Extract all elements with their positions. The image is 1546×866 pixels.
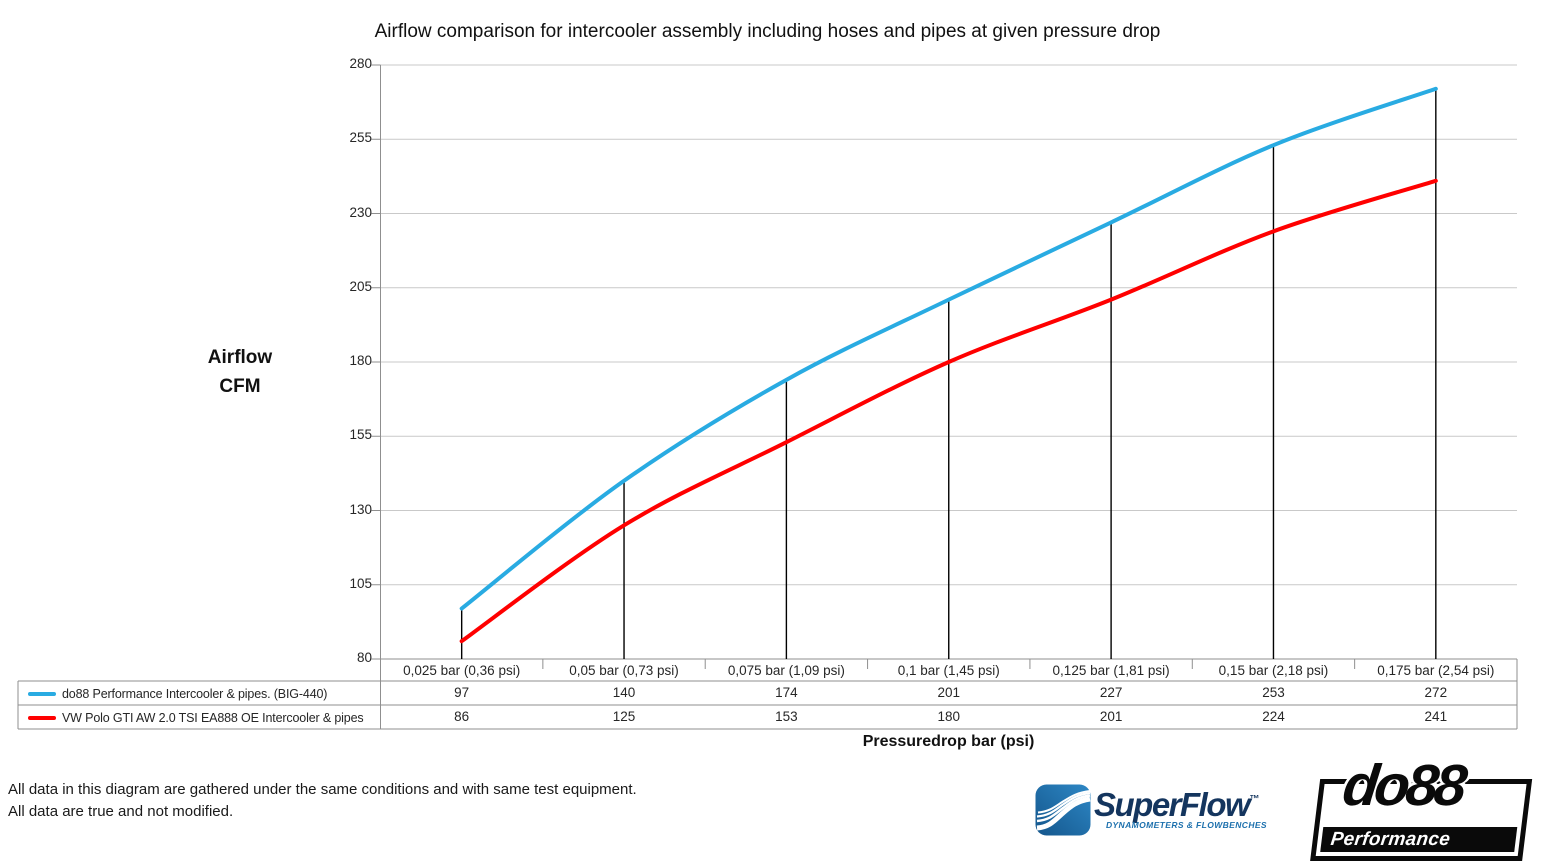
table-value-cell: 140	[612, 685, 636, 700]
table-value-cell: 125	[612, 709, 636, 724]
x-axis-title: Pressuredrop bar (psi)	[862, 733, 1035, 750]
series-line	[459, 86, 1438, 611]
y-tick-label: 255	[349, 130, 372, 146]
table-value-cell: 153	[775, 709, 798, 724]
category-label: 0,05 bar (0,73 psi)	[569, 663, 679, 678]
y-tick-label: 155	[349, 427, 372, 443]
table-value-cell: 272	[1424, 685, 1448, 700]
y-tick-label: 80	[356, 650, 372, 665]
superflow-logo: SuperFlow™ DYNAMOMETERS & FLOWBENCHES	[1035, 781, 1267, 839]
y-axis-title: Airflow CFM	[160, 343, 320, 401]
do88-logo: Performance do88	[1310, 753, 1535, 861]
table-value-cell: 227	[1099, 685, 1123, 700]
chart-title: Airflow comparison for intercooler assem…	[374, 21, 1161, 42]
superflow-wordmark: SuperFlow™ DYNAMOMETERS & FLOWBENCHES	[1094, 783, 1267, 831]
category-label: 0,075 bar (1,09 psi)	[727, 663, 845, 678]
legend-line-swatch	[28, 691, 56, 696]
footer-line2: All data are true and not modified.	[8, 803, 234, 820]
y-tick-label: 230	[349, 204, 372, 220]
superflow-name: SuperFlow™	[1094, 786, 1260, 823]
table-value-cell: 86	[454, 709, 470, 724]
legend-label: VW Polo GTI AW 2.0 TSI EA888 OE Intercoo…	[62, 710, 364, 725]
category-label: 0,175 bar (2,54 psi)	[1377, 663, 1495, 678]
y-tick-label: 280	[349, 56, 372, 71]
legend-item: VW Polo GTI AW 2.0 TSI EA888 OE Intercoo…	[19, 706, 379, 729]
y-tick-label: 205	[349, 278, 372, 294]
table-value-cell: 253	[1262, 685, 1285, 700]
table-value-cell: 224	[1262, 709, 1285, 724]
table-value-cell: 97	[454, 685, 470, 700]
category-label: 0,125 bar (1,81 psi)	[1052, 663, 1170, 678]
y-tick-label: 105	[349, 575, 372, 591]
legend-item: do88 Performance Intercooler & pipes. (B…	[19, 682, 379, 705]
table-value-cell: 174	[775, 685, 798, 700]
superflow-icon	[1035, 784, 1091, 836]
do88-performance-bar: Performance	[1320, 827, 1518, 852]
legend-line-swatch	[28, 715, 56, 720]
do88-tagline: Performance	[1329, 828, 1452, 850]
category-label: 0,15 bar (2,18 psi)	[1218, 663, 1329, 678]
category-label: 0,025 bar (0,36 psi)	[403, 663, 521, 678]
y-tick-label: 180	[349, 353, 372, 368]
y-tick-label: 130	[349, 501, 372, 517]
y-axis-title-line2: CFM	[219, 376, 261, 397]
table-value-cell: 180	[937, 709, 960, 724]
superflow-tagline: DYNAMOMETERS & FLOWBENCHES	[1105, 820, 1267, 830]
category-label: 0,1 bar (1,45 psi)	[897, 663, 1000, 678]
series-line	[459, 178, 1438, 644]
do88-name: do88	[1339, 753, 1467, 818]
y-axis-title-line1: Airflow	[207, 347, 273, 368]
footer-line1: All data in this diagram are gathered un…	[8, 781, 637, 798]
table-value-cell: 201	[937, 685, 960, 700]
legend-label: do88 Performance Intercooler & pipes. (B…	[62, 686, 328, 701]
table-value-cell: 201	[1099, 709, 1123, 724]
table-value-cell: 241	[1424, 709, 1448, 724]
footer-note: All data in this diagram are gathered un…	[8, 779, 637, 823]
trademark-symbol: ™	[1249, 794, 1260, 805]
